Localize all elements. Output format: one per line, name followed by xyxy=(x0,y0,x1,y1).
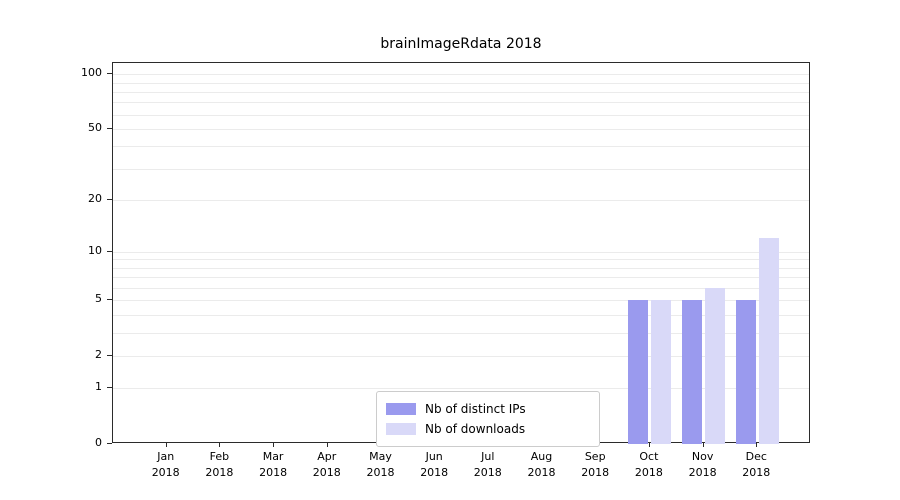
x-tick-label: Apr 2018 xyxy=(312,450,341,479)
x-tick-label: Jun 2018 xyxy=(420,450,449,479)
y-tick-label: 50 xyxy=(88,120,102,134)
y-tick-label: 0 xyxy=(95,436,102,449)
gridline xyxy=(113,102,809,104)
gridline xyxy=(113,315,809,316)
gridline xyxy=(113,168,809,170)
bar-distinct-ips-dec xyxy=(735,300,756,444)
x-tick-label: Mar 2018 xyxy=(259,450,288,479)
y-tick-label: 20 xyxy=(88,192,102,205)
gridline xyxy=(113,259,809,261)
y-tick-mark xyxy=(107,443,112,444)
y-tick-label: 5 xyxy=(95,292,102,306)
x-tick-label: May 2018 xyxy=(366,450,395,479)
y-tick-mark xyxy=(107,387,112,389)
bar-distinct-ips-oct xyxy=(628,300,649,444)
y-tick-mark xyxy=(107,250,112,252)
y-tick-label: 2 xyxy=(95,347,102,361)
x-tick-label: Feb 2018 xyxy=(205,450,234,479)
gridline xyxy=(113,200,809,201)
gridline xyxy=(113,114,809,116)
legend-swatch-distinct-ips xyxy=(386,403,416,415)
x-tick-mark xyxy=(273,443,275,447)
x-tick-label: Nov 2018 xyxy=(688,450,717,479)
plot-area: Nb of distinct IPs Nb of downloads xyxy=(112,62,810,447)
gridline xyxy=(113,82,809,84)
y-tick-mark xyxy=(107,299,112,301)
gridline xyxy=(113,128,809,130)
legend-label-downloads: Nb of downloads xyxy=(425,422,526,436)
x-tick-mark xyxy=(756,443,758,447)
x-tick-mark xyxy=(648,443,650,447)
x-tick-mark xyxy=(219,443,221,447)
gridline xyxy=(113,332,809,334)
bar-downloads-nov xyxy=(705,288,726,444)
x-tick-label: Oct 2018 xyxy=(634,450,663,479)
y-tick-mark xyxy=(107,354,112,356)
gridline xyxy=(113,388,809,390)
gridline xyxy=(113,267,809,269)
legend: Nb of distinct IPs Nb of downloads xyxy=(376,391,600,447)
x-tick-label: Sep 2018 xyxy=(581,450,610,479)
y-tick-label: 100 xyxy=(81,66,102,80)
bar-distinct-ips-nov xyxy=(682,300,703,444)
x-tick-label: Dec 2018 xyxy=(742,450,771,479)
gridline xyxy=(113,74,809,76)
x-tick-label: Jul 2018 xyxy=(473,450,502,479)
chart-title: brainImageRdata 2018 xyxy=(380,36,542,52)
gridline xyxy=(113,288,809,289)
gridline xyxy=(113,355,809,357)
gridline xyxy=(113,91,809,93)
bar-downloads-dec xyxy=(758,238,779,444)
bar-downloads-oct xyxy=(651,300,672,444)
x-tick-mark xyxy=(165,443,167,447)
legend-swatch-downloads xyxy=(386,423,416,435)
gridline xyxy=(113,251,809,253)
y-tick-mark xyxy=(107,73,112,75)
y-tick-mark xyxy=(107,199,112,200)
gridline xyxy=(113,300,809,302)
x-tick-mark xyxy=(326,443,328,447)
gridline xyxy=(113,146,809,148)
legend-item-downloads: Nb of downloads xyxy=(386,419,590,439)
y-tick-label: 10 xyxy=(88,243,102,257)
y-tick-label: 1 xyxy=(95,380,102,394)
gridline xyxy=(113,277,809,279)
x-tick-mark xyxy=(702,443,704,447)
y-tick-mark xyxy=(107,127,112,129)
x-tick-label: Jan 2018 xyxy=(151,450,180,479)
legend-item-distinct-ips: Nb of distinct IPs xyxy=(386,399,590,419)
x-tick-label: Aug 2018 xyxy=(527,450,556,479)
legend-label-distinct-ips: Nb of distinct IPs xyxy=(425,402,526,416)
